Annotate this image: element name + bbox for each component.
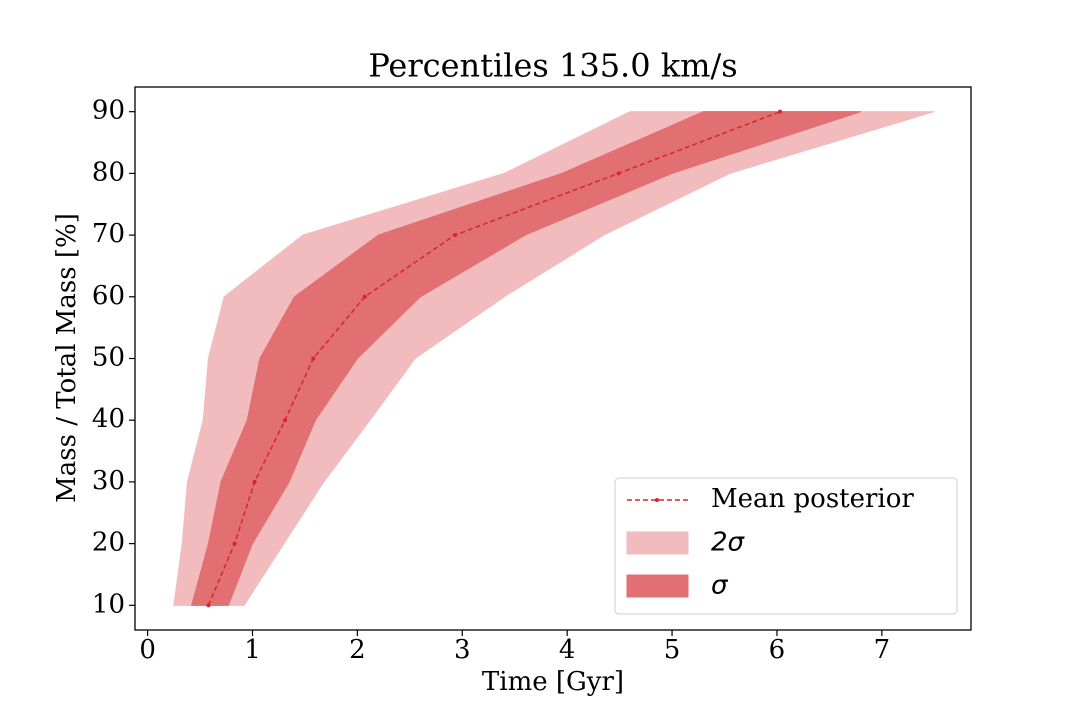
- chart-title: Percentiles 135.0 km/s: [368, 47, 737, 85]
- legend-label: σ: [711, 571, 729, 601]
- x-tick-label: 1: [244, 635, 261, 665]
- y-tick-label: 40: [92, 404, 125, 434]
- legend-label: Mean posterior: [711, 484, 914, 514]
- legend-marker: [655, 498, 659, 502]
- mean-point: [282, 418, 287, 423]
- y-tick-label: 80: [92, 157, 125, 187]
- x-tick-label: 7: [874, 635, 891, 665]
- mean-point: [252, 479, 257, 484]
- legend-swatch: [626, 531, 689, 555]
- mean-point: [311, 356, 316, 361]
- y-axis-label: Mass / Total Mass [%]: [52, 213, 82, 503]
- x-tick-label: 2: [349, 635, 366, 665]
- x-tick-label: 0: [139, 635, 156, 665]
- x-tick-label: 5: [664, 635, 681, 665]
- y-tick-label: 20: [92, 528, 125, 558]
- y-tick-label: 30: [92, 466, 125, 496]
- y-tick-label: 10: [92, 589, 125, 619]
- y-tick-label: 50: [92, 343, 125, 373]
- legend-swatch: [626, 574, 689, 598]
- legend-label: 2σ: [711, 528, 746, 558]
- legend-box: [614, 477, 958, 615]
- band-area: [190, 111, 862, 606]
- mean-point: [362, 294, 367, 299]
- mean-point: [452, 233, 457, 238]
- mean-point: [206, 603, 211, 608]
- x-tick-label: 3: [454, 635, 471, 665]
- mean-point: [616, 171, 621, 176]
- y-tick-label: 60: [92, 281, 125, 311]
- mean-point: [232, 541, 237, 546]
- band-area: [173, 111, 935, 606]
- y-tick-label: 90: [92, 96, 125, 126]
- x-tick-label: 6: [769, 635, 786, 665]
- x-axis-label: Time [Gyr]: [482, 667, 624, 697]
- mean-point: [778, 109, 783, 114]
- x-tick-label: 4: [559, 635, 576, 665]
- y-tick-label: 70: [92, 219, 125, 249]
